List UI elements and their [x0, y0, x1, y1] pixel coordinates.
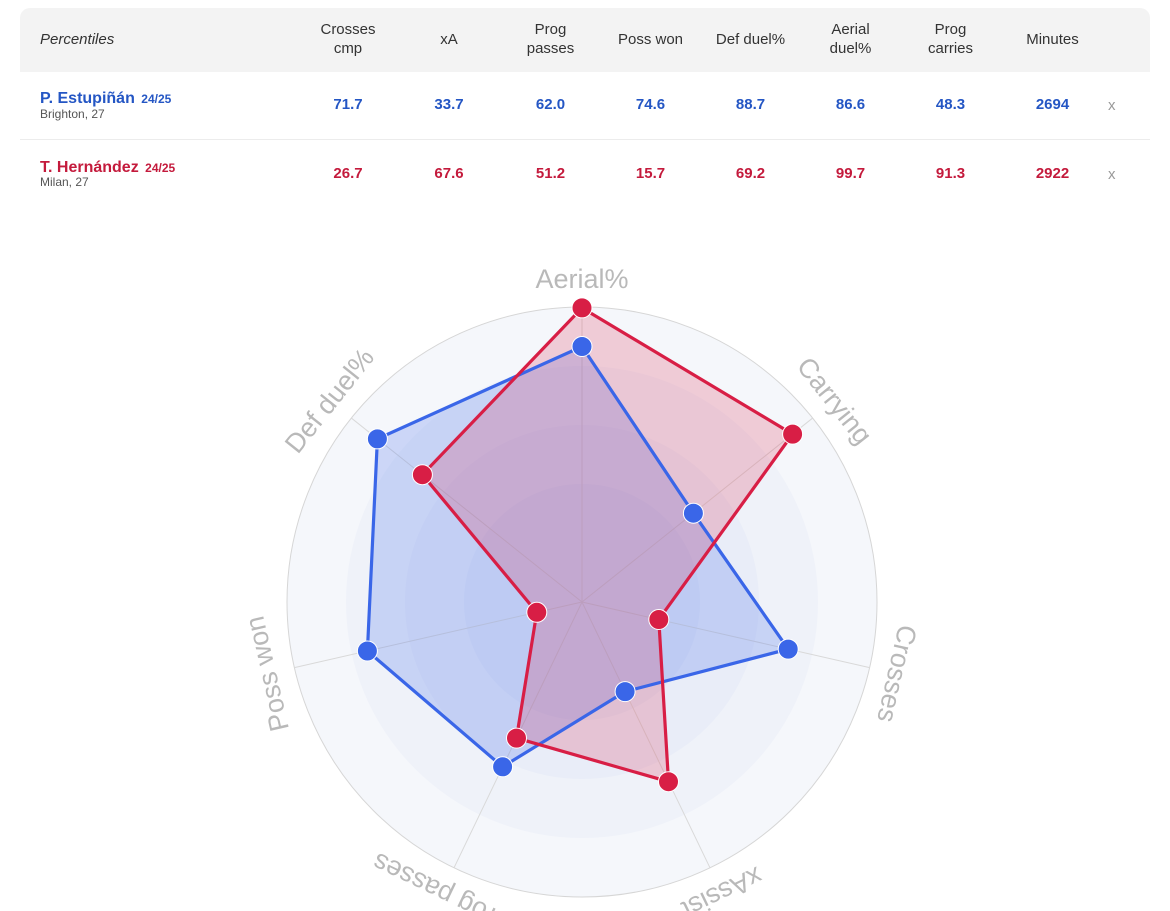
data-point [782, 423, 804, 445]
value-crosses-cmp: 71.7 [333, 96, 363, 114]
table-row: T. Hernández 24/25 Milan, 27 26.7 67.6 5… [20, 140, 1150, 208]
player-season: 24/25 [141, 92, 172, 107]
axis-label: Aerial% [535, 264, 628, 294]
header-aerial-duel[interactable]: Aerial duel% [829, 21, 872, 57]
radar-spoke [351, 417, 583, 603]
value-xa: 67.6 [434, 164, 464, 182]
value-crosses-cmp: 26.7 [333, 164, 363, 182]
value-prog-carries: 91.3 [935, 164, 966, 182]
percentile-table: Percentiles Crosses cmp xA Prog passes Pos… [20, 8, 1150, 208]
remove-player-button[interactable]: x [1108, 165, 1116, 183]
series-line [420, 305, 795, 784]
data-point [506, 727, 527, 749]
value-prog-passes: 62.0 [535, 96, 566, 114]
data-point [571, 336, 593, 357]
series-line [365, 344, 791, 769]
data-point [492, 756, 514, 778]
value-xa: 33.7 [434, 96, 464, 114]
value-poss-won: 15.7 [635, 164, 666, 182]
player-info: P. Estupiñán 24/25 Brighton, 27 [40, 72, 171, 139]
table-header: Percentiles Crosses cmp xA Prog passes Pos… [20, 8, 1150, 72]
player-info: T. Hernández 24/25 Milan, 27 [40, 140, 175, 208]
value-def-duel: 69.2 [735, 164, 766, 182]
data-point [777, 638, 799, 660]
radar-spoke [581, 601, 711, 869]
header-xa[interactable]: xA [440, 30, 458, 48]
data-point [682, 502, 704, 524]
value-aerial-duel: 86.6 [835, 96, 866, 114]
header-percentiles: Percentiles [40, 30, 115, 48]
axis-label: Poss won [239, 613, 294, 734]
value-minutes: 2694 [1035, 96, 1070, 114]
player-season: 24/25 [145, 160, 176, 175]
data-point [614, 681, 636, 703]
data-point [356, 640, 378, 662]
player-name[interactable]: T. Hernández [40, 158, 139, 176]
player-name[interactable]: P. Estupiñán [40, 90, 135, 108]
series-area [367, 346, 789, 767]
value-prog-carries: 48.3 [935, 96, 966, 114]
table-row: P. Estupiñán 24/25 Brighton, 27 71.7 33.… [20, 72, 1150, 140]
remove-player-button[interactable]: x [1108, 97, 1116, 114]
value-poss-won: 74.6 [635, 96, 666, 114]
header-poss-won[interactable]: Poss won [617, 30, 684, 48]
axis-label: Crosses [871, 622, 922, 725]
data-point [648, 609, 670, 630]
value-prog-passes: 51.2 [535, 164, 566, 182]
data-point [571, 297, 593, 319]
header-prog-passes[interactable]: Prog passes [526, 21, 575, 57]
series-area [422, 307, 793, 782]
value-minutes: 2922 [1035, 164, 1070, 182]
value-aerial-duel: 99.7 [835, 164, 866, 182]
header-prog-carries[interactable]: Prog carries [927, 21, 973, 57]
data-point [411, 464, 433, 486]
header-minutes[interactable]: Minutes [1026, 30, 1079, 48]
data-point [526, 601, 548, 623]
data-point [658, 771, 679, 793]
player-club: Milan, 27 [40, 175, 89, 190]
value-def-duel: 88.7 [735, 96, 766, 114]
player-club: Brighton, 27 [40, 106, 105, 121]
radar-spoke [581, 601, 870, 669]
data-point [366, 428, 388, 450]
header-crosses-cmp[interactable]: Crosses cmp [320, 21, 376, 57]
header-def-duel[interactable]: Def duel% [715, 30, 786, 48]
